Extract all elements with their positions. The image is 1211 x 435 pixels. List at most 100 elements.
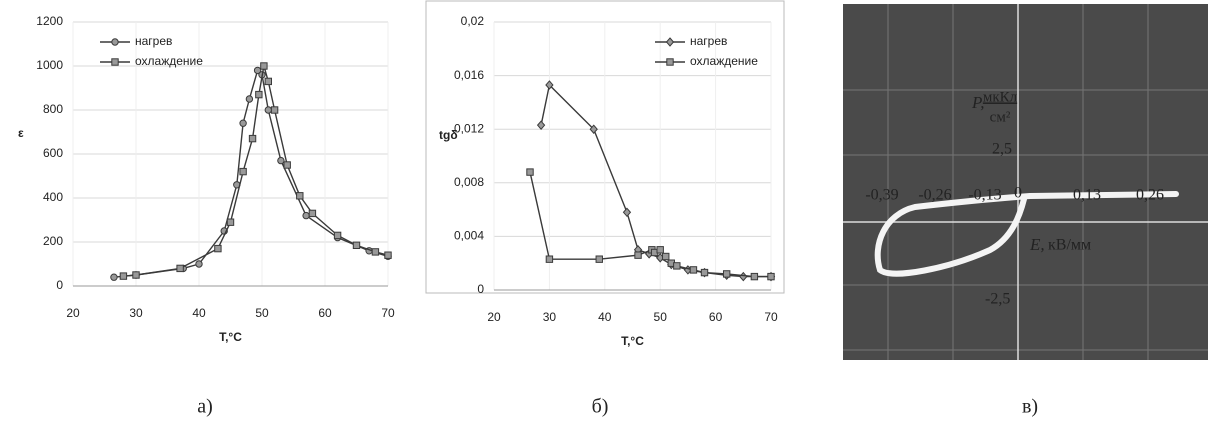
y-tick-label: 2,5 <box>992 141 1012 158</box>
marker <box>634 251 642 259</box>
panel-frame <box>425 0 785 294</box>
x-tick-label: 30 <box>129 306 143 320</box>
oscillogram-labels: P, мкКл см² E, кВ/мм 2,5 -2,5 -0,39 -0,2… <box>865 89 1164 307</box>
caption: б) <box>592 396 609 418</box>
marker <box>283 161 291 169</box>
marker <box>176 264 184 273</box>
marker <box>239 119 247 127</box>
x-tick-label: 0 <box>1014 185 1022 202</box>
marker <box>739 271 748 282</box>
series-line <box>529 171 771 278</box>
marker <box>333 231 342 240</box>
x-axis-label: T,°C <box>621 334 644 348</box>
x-tick-label: 30 <box>543 310 557 324</box>
hysteresis-loop <box>874 191 1179 277</box>
x-label: E, <box>1029 235 1045 254</box>
series-line <box>540 84 771 278</box>
y-unit: мкКл <box>983 89 1018 105</box>
x-tick-label: 60 <box>318 306 332 320</box>
y-label: P, <box>971 93 984 112</box>
y-tick-label: 200 <box>43 234 63 248</box>
marker <box>689 266 698 274</box>
marker <box>226 218 235 226</box>
legend-label: охлаждение <box>690 54 758 68</box>
marker <box>700 268 709 277</box>
y-tick-label: 0 <box>477 282 484 296</box>
y-tick-label: 1200 <box>36 14 63 28</box>
marker <box>277 156 285 165</box>
y-tick-label: 0 <box>56 278 63 292</box>
marker <box>384 251 392 259</box>
marker <box>526 168 534 176</box>
legend-label: охлаждение <box>135 54 203 68</box>
legend-label: нагрев <box>690 34 727 48</box>
x-tick-label: 40 <box>192 306 206 320</box>
x-tick-label: 20 <box>487 310 501 324</box>
x-tick-label: 0,13 <box>1073 187 1101 204</box>
y-tick-label: 0,004 <box>454 229 484 243</box>
marker <box>673 262 681 270</box>
x-tick-label: 70 <box>381 306 395 320</box>
marker <box>302 211 310 220</box>
marker <box>214 244 222 253</box>
y-tick-label: 0,016 <box>454 68 484 82</box>
marker <box>656 246 664 254</box>
y-axis-label: tgδ <box>439 128 458 142</box>
marker <box>119 272 128 280</box>
x-unit: кВ/мм <box>1048 237 1091 254</box>
series-line <box>113 69 389 278</box>
marker <box>195 260 203 268</box>
marker <box>545 255 554 263</box>
y-tick-label: 400 <box>43 190 63 204</box>
marker <box>110 273 118 281</box>
marker <box>245 95 254 103</box>
y-tick-label: 0,02 <box>461 14 485 28</box>
marker <box>270 106 279 114</box>
marker <box>132 271 140 279</box>
marker <box>253 66 262 75</box>
y-tick-label: 800 <box>43 102 63 116</box>
x-tick-label: 50 <box>255 306 269 320</box>
marker <box>352 241 361 250</box>
marker <box>255 90 263 99</box>
marker <box>595 255 603 263</box>
marker <box>666 58 674 66</box>
marker <box>296 192 304 200</box>
x-tick-label: 60 <box>709 310 723 324</box>
marker <box>722 270 731 278</box>
x-tick-label: 0,26 <box>1136 187 1164 204</box>
marker <box>248 134 257 143</box>
y-axis-label: ε <box>18 126 24 140</box>
marker <box>260 62 268 70</box>
x-tick-label: -0,13 <box>968 187 1001 204</box>
marker <box>264 77 273 86</box>
caption: в) <box>1022 396 1038 418</box>
x-axis-label: T,°C <box>219 330 242 344</box>
marker <box>111 38 119 46</box>
y-unit: см² <box>990 109 1011 125</box>
caption: а) <box>197 396 213 418</box>
marker <box>264 106 272 114</box>
x-tick-label: 20 <box>66 306 80 320</box>
legend-label: нагрев <box>135 34 172 48</box>
x-tick-label: 70 <box>764 310 778 324</box>
y-tick-label: -2,5 <box>985 291 1010 308</box>
marker <box>622 207 632 218</box>
y-tick-label: 0,008 <box>454 175 484 189</box>
y-tick-label: 600 <box>43 146 63 160</box>
marker <box>308 209 317 218</box>
oscillogram-screen <box>843 4 1208 360</box>
marker <box>767 272 775 281</box>
marker <box>665 37 675 47</box>
marker <box>545 80 554 90</box>
oscillogram-axes <box>843 4 1208 360</box>
marker <box>589 124 598 134</box>
marker <box>371 248 380 256</box>
y-tick-label: 0,012 <box>454 121 484 135</box>
marker <box>536 120 546 130</box>
x-tick-label: -0,26 <box>918 187 951 204</box>
marker <box>662 252 670 261</box>
marker <box>750 272 759 281</box>
